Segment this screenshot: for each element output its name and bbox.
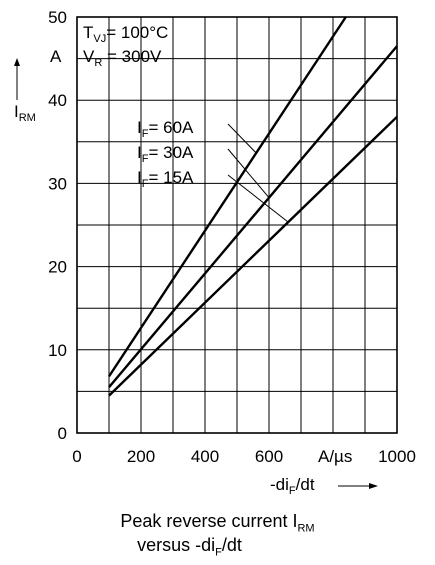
y-tick-label: 50: [48, 8, 67, 27]
x-axis-label: -diF/dt: [270, 475, 315, 497]
y-arrow: [14, 58, 20, 100]
plot-frame: [76, 16, 398, 434]
x-tick-label: 0: [72, 447, 81, 466]
y-tick-label: 10: [48, 341, 67, 360]
y-axis-label: IRM: [14, 102, 36, 124]
label-pointers: [227, 123, 289, 223]
series-lines: [107, 16, 398, 397]
series-line-30a: [108, 45, 398, 388]
y-tick-label: 0: [58, 424, 67, 443]
caption-line-2: versus -diF/dt: [137, 535, 242, 559]
series-label-30a: IF= 30A: [137, 143, 194, 165]
condition-tvj: TVJ= 100°C: [83, 23, 168, 45]
series-label-60a: IF= 60A: [137, 118, 194, 140]
y-tick-label: 40: [48, 91, 67, 110]
series-line-15a: [108, 115, 398, 397]
tick-labels: 0 10 20 30 40 50 0 200 400 600 1000: [48, 8, 416, 466]
y-unit: A: [50, 47, 62, 66]
pointer-line-30a: [227, 148, 270, 199]
pointer-line-60a: [227, 123, 257, 154]
x-arrow: [338, 483, 378, 489]
chart: 0 10 20 30 40 50 0 200 400 600 1000 TVJ= 100°C VR …: [14, 8, 416, 497]
caption-line-1: Peak reverse current IRM: [120, 511, 315, 535]
x-unit: A/µs: [318, 447, 352, 466]
x-tick-label: 200: [127, 447, 155, 466]
y-tick-label: 30: [48, 174, 67, 193]
condition-vr: VR = 300V: [83, 47, 162, 69]
x-tick-label: 400: [191, 447, 219, 466]
pointer-line-15a: [227, 174, 289, 223]
series-label-15a: IF= 15A: [137, 168, 194, 190]
x-tick-label: 1000: [378, 447, 416, 466]
grid-lines: [77, 17, 397, 433]
x-tick-label: 600: [255, 447, 283, 466]
series-line-60a: [107, 16, 347, 378]
y-tick-label: 20: [48, 258, 67, 277]
